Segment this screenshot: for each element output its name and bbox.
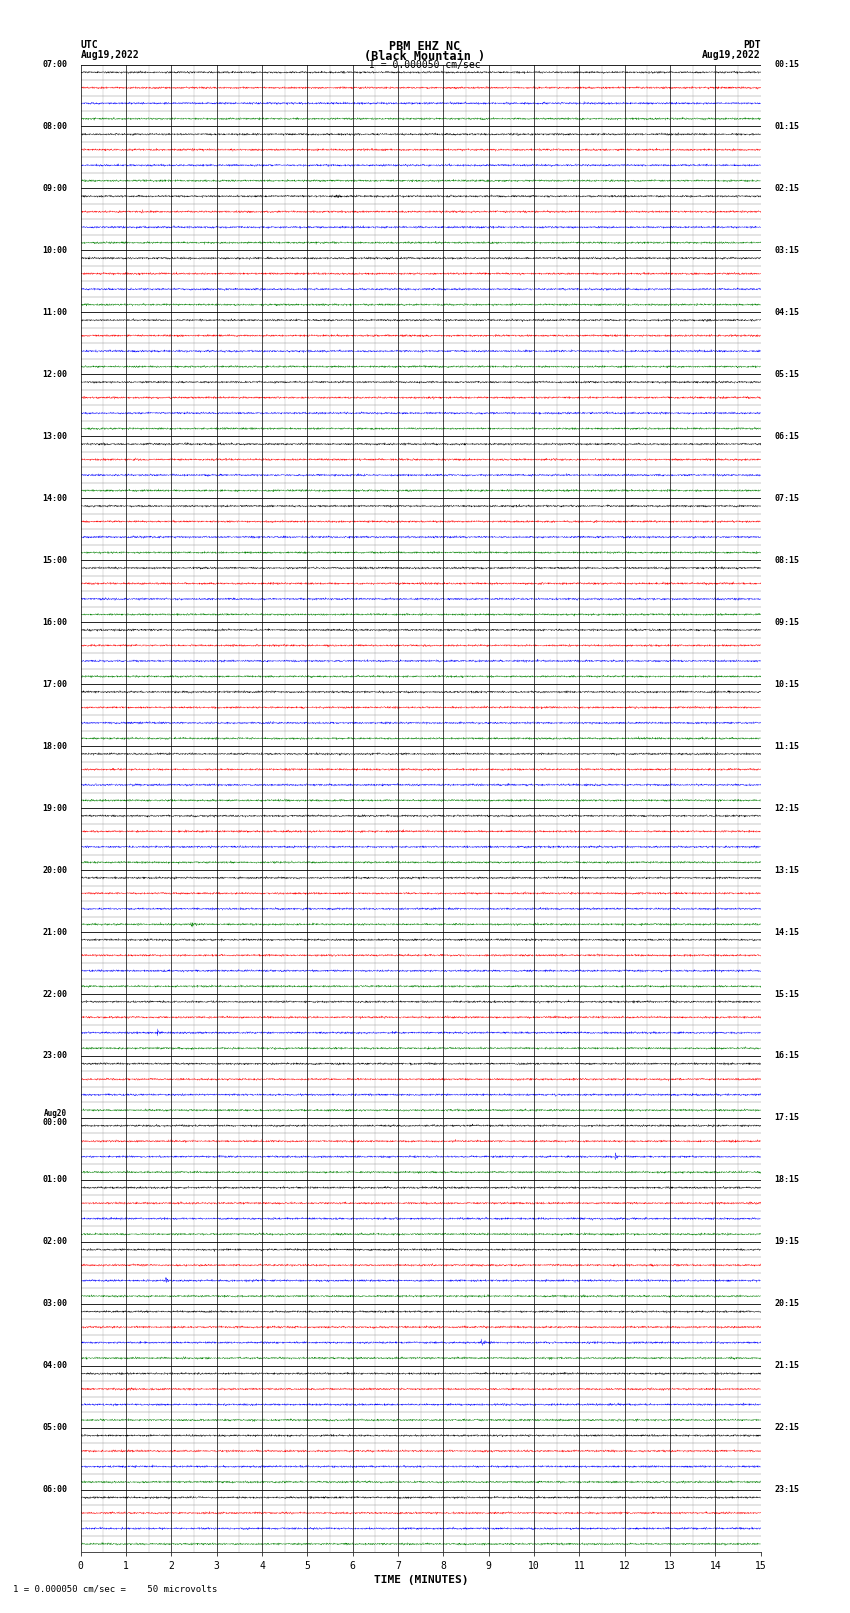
Text: 07:15: 07:15 [774,494,799,503]
Text: 20:15: 20:15 [774,1300,799,1308]
Text: 13:00: 13:00 [42,432,67,440]
Text: Aug19,2022: Aug19,2022 [702,50,761,60]
Text: 01:15: 01:15 [774,123,799,131]
Text: 07:00: 07:00 [42,60,67,69]
Text: PBM EHZ NC: PBM EHZ NC [389,40,461,53]
Text: 01:00: 01:00 [42,1176,67,1184]
Text: 16:15: 16:15 [774,1052,799,1060]
Text: 02:00: 02:00 [42,1237,67,1247]
Text: 20:00: 20:00 [42,866,67,874]
Text: 02:15: 02:15 [774,184,799,194]
Text: 16:00: 16:00 [42,618,67,627]
Text: 18:00: 18:00 [42,742,67,750]
Text: 19:00: 19:00 [42,803,67,813]
Text: 03:00: 03:00 [42,1300,67,1308]
Text: 05:00: 05:00 [42,1423,67,1432]
X-axis label: TIME (MINUTES): TIME (MINUTES) [373,1574,468,1586]
Text: 04:00: 04:00 [42,1361,67,1371]
Text: 08:15: 08:15 [774,556,799,565]
Text: 22:15: 22:15 [774,1423,799,1432]
Text: 09:15: 09:15 [774,618,799,627]
Text: 12:00: 12:00 [42,369,67,379]
Text: 10:00: 10:00 [42,245,67,255]
Text: 00:15: 00:15 [774,60,799,69]
Text: 09:00: 09:00 [42,184,67,194]
Text: 21:00: 21:00 [42,927,67,937]
Text: Aug20: Aug20 [44,1110,67,1118]
Text: 03:15: 03:15 [774,245,799,255]
Text: Aug19,2022: Aug19,2022 [81,50,139,60]
Text: 10:15: 10:15 [774,679,799,689]
Text: 17:00: 17:00 [42,679,67,689]
Text: 11:00: 11:00 [42,308,67,316]
Text: 00:00: 00:00 [42,1118,67,1127]
Text: 13:15: 13:15 [774,866,799,874]
Text: 06:15: 06:15 [774,432,799,440]
Text: 15:15: 15:15 [774,989,799,998]
Text: I = 0.000050 cm/sec: I = 0.000050 cm/sec [369,60,481,69]
Text: 14:00: 14:00 [42,494,67,503]
Text: 23:00: 23:00 [42,1052,67,1060]
Text: 12:15: 12:15 [774,803,799,813]
Text: 17:15: 17:15 [774,1113,799,1123]
Text: 23:15: 23:15 [774,1486,799,1494]
Text: 14:15: 14:15 [774,927,799,937]
Text: 15:00: 15:00 [42,556,67,565]
Text: 05:15: 05:15 [774,369,799,379]
Text: 22:00: 22:00 [42,989,67,998]
Text: 11:15: 11:15 [774,742,799,750]
Text: UTC: UTC [81,40,99,50]
Text: 04:15: 04:15 [774,308,799,316]
Text: 21:15: 21:15 [774,1361,799,1371]
Text: 06:00: 06:00 [42,1486,67,1494]
Text: 19:15: 19:15 [774,1237,799,1247]
Text: PDT: PDT [743,40,761,50]
Text: 18:15: 18:15 [774,1176,799,1184]
Text: (Black Mountain ): (Black Mountain ) [365,50,485,63]
Text: 08:00: 08:00 [42,123,67,131]
Text: 1 = 0.000050 cm/sec =    50 microvolts: 1 = 0.000050 cm/sec = 50 microvolts [13,1584,217,1594]
